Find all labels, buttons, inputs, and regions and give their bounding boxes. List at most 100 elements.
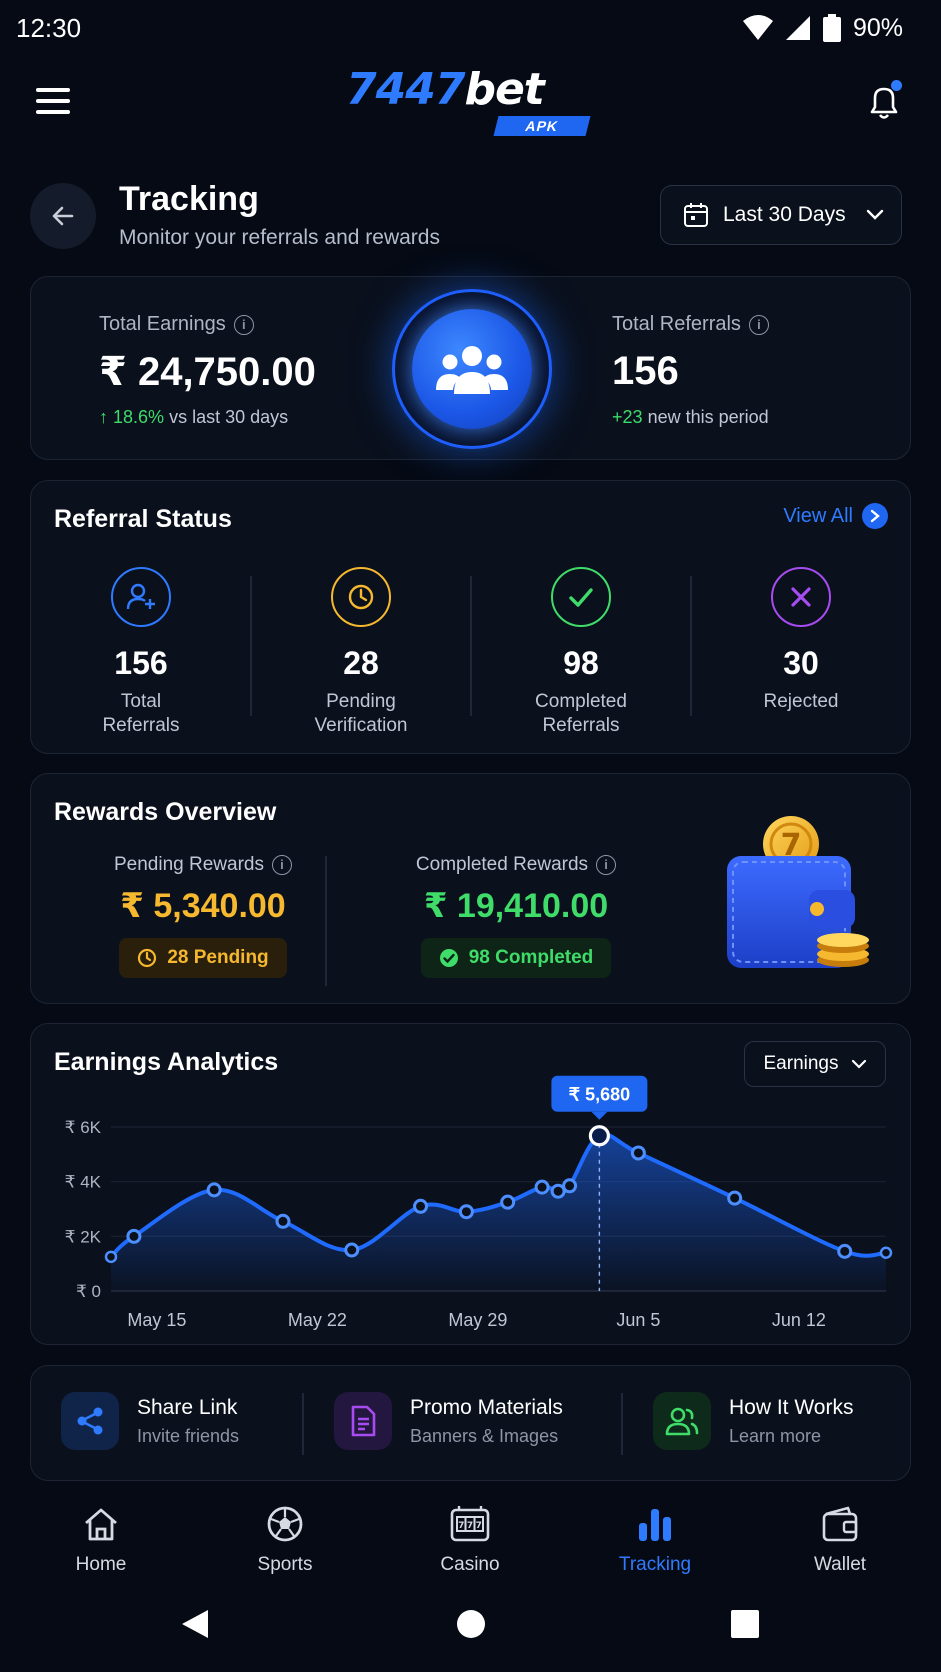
data-point — [206, 1182, 222, 1198]
battery-icon — [822, 14, 841, 42]
check-circle-icon — [439, 949, 458, 967]
stat-rejected[interactable]: 30 Rejected — [691, 567, 911, 714]
data-point — [837, 1243, 853, 1259]
info-icon[interactable]: i — [271, 854, 292, 875]
data-point — [275, 1213, 291, 1229]
data-point — [104, 1250, 118, 1264]
promo-materials-action[interactable]: Promo Materials Banners & Images — [334, 1392, 563, 1450]
bell-icon — [870, 87, 898, 119]
chevron-down-icon — [866, 209, 883, 220]
system-home-button[interactable] — [456, 1608, 486, 1640]
page-title: Tracking — [119, 180, 259, 218]
completed-rewards: Completed Rewards i ₹ 19,410.00 98 Comple… — [371, 854, 661, 978]
arrow-up-icon: ↑ — [99, 407, 114, 427]
document-icon — [334, 1392, 392, 1450]
pending-count-badge: 28 Pending — [119, 938, 287, 978]
x-tick-label: May 29 — [448, 1310, 507, 1330]
users-group-icon — [436, 346, 508, 394]
total-earnings-value: ₹ 24,750.00 — [99, 350, 316, 394]
earnings-analytics-card: Earnings Analytics Earnings ₹ 6K ₹ 4K ₹ 2K… — [30, 1023, 911, 1345]
logo-tag: APK — [493, 116, 591, 136]
data-point — [550, 1183, 566, 1199]
calendar-icon — [684, 203, 708, 227]
nav-wallet[interactable]: Wallet — [775, 1502, 905, 1576]
system-back-button[interactable] — [180, 1608, 210, 1640]
page-subtitle: Monitor your referrals and rewards — [119, 226, 440, 249]
tooltip-value: ₹ 5,680 — [569, 1085, 631, 1105]
info-icon[interactable]: i — [748, 314, 769, 335]
pending-rewards: Pending Rewards i ₹ 5,340.00 28 Pending — [83, 854, 323, 978]
data-point — [458, 1204, 474, 1220]
info-icon[interactable]: i — [596, 854, 617, 875]
data-point — [879, 1246, 893, 1259]
data-point — [413, 1198, 429, 1214]
home-icon — [36, 1502, 166, 1546]
x-tick-label: Jun 12 — [772, 1310, 826, 1330]
app-header: 7447bet APK — [0, 62, 941, 142]
analytics-title: Earnings Analytics — [54, 1048, 279, 1076]
status-bar: 12:30 90% — [0, 0, 941, 56]
y-tick-label: ₹ 6K — [65, 1118, 102, 1137]
nav-sports[interactable]: Sports — [220, 1502, 350, 1576]
menu-button[interactable] — [36, 86, 74, 116]
rewards-title: Rewards Overview — [54, 798, 277, 826]
chevron-down-icon — [851, 1059, 866, 1069]
data-point — [126, 1228, 142, 1244]
stat-completed-referrals[interactable]: 98 Completed Referrals — [471, 567, 691, 738]
data-point — [630, 1145, 646, 1161]
view-all-link[interactable]: View All — [783, 503, 888, 529]
date-range-select[interactable]: Last 30 Days — [660, 185, 902, 245]
tooltip-pointer — [591, 1111, 608, 1120]
clock-icon — [331, 567, 391, 627]
svg-text:7: 7 — [458, 1521, 464, 1531]
user-plus-icon — [111, 567, 171, 627]
data-point — [344, 1242, 360, 1258]
notification-button[interactable] — [864, 80, 904, 122]
y-tick-label: ₹ 0 — [76, 1282, 101, 1301]
svg-text:7: 7 — [467, 1521, 473, 1531]
rewards-overview-card: Rewards Overview Pending Rewards i ₹ 5,34… — [30, 773, 911, 1004]
wallet-coin-illustration: 7 — [727, 816, 869, 968]
signal-icon — [785, 16, 810, 40]
x-tick-label: May 15 — [127, 1310, 186, 1330]
completed-count-badge: 98 Completed — [420, 938, 612, 978]
series-line — [109, 1132, 887, 1259]
arrow-left-icon — [52, 206, 74, 226]
stat-pending-verification[interactable]: 28 Pending Verification — [251, 567, 471, 738]
x-tick-label: Jun 5 — [616, 1310, 660, 1330]
x-tick-label: May 22 — [288, 1310, 347, 1330]
data-point — [500, 1194, 516, 1210]
series-area — [111, 1134, 886, 1291]
data-point — [562, 1178, 578, 1194]
info-icon[interactable]: i — [233, 314, 254, 335]
notification-dot — [891, 80, 902, 91]
share-link-action[interactable]: Share Link Invite friends — [61, 1392, 239, 1450]
users-icon — [653, 1392, 711, 1450]
data-point — [727, 1190, 743, 1206]
how-it-works-action[interactable]: How It Works Learn more — [653, 1392, 853, 1450]
system-recents-button[interactable] — [731, 1610, 759, 1638]
metric-select[interactable]: Earnings — [744, 1041, 886, 1087]
clock-icon — [138, 948, 157, 968]
soccer-ball-icon — [220, 1502, 350, 1546]
chevron-right-icon — [862, 503, 888, 529]
summary-card: Total Earnings i ₹ 24,750.00 ↑ 18.6% vs l… — [30, 276, 911, 460]
y-tick-label: ₹ 4K — [65, 1173, 102, 1192]
svg-text:7: 7 — [476, 1521, 482, 1531]
earnings-change: ↑ 18.6% vs last 30 days — [99, 407, 289, 427]
chart-tooltip — [551, 1075, 648, 1112]
earnings-chart[interactable]: ₹ 6K ₹ 4K ₹ 2K ₹ 0 May 15 May 22 May 29 Jun 5 Ju… — [31, 1024, 912, 1346]
referrals-change: +23 new this period — [612, 407, 769, 427]
nav-home[interactable]: Home — [36, 1502, 166, 1576]
wifi-icon — [742, 15, 773, 40]
y-tick-label: ₹ 2K — [65, 1227, 102, 1246]
data-point — [534, 1179, 550, 1195]
svg-text:7: 7 — [781, 828, 802, 863]
nav-tracking[interactable]: Tracking — [590, 1502, 720, 1576]
app-logo: 7447bet APK — [346, 68, 596, 138]
stat-total-referrals[interactable]: 156 Total Referrals — [31, 567, 251, 738]
back-button[interactable] — [30, 183, 96, 249]
